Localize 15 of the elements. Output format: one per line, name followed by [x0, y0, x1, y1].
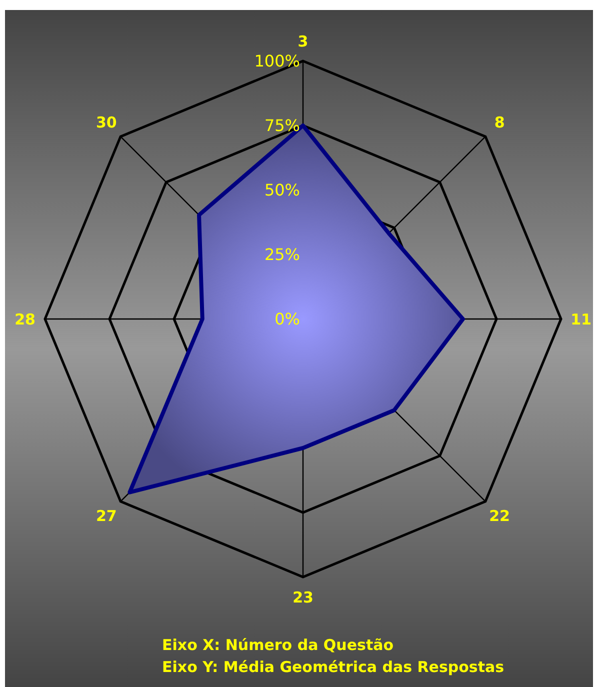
text: Eixo Y: Média Geométrica das Respostas	[162, 658, 504, 676]
y-tick-label: 50%	[264, 180, 300, 200]
spoke-label: 30	[96, 114, 117, 132]
spoke-label: 23	[292, 588, 314, 606]
spoke-label: 11	[570, 310, 592, 328]
spoke-label: 27	[96, 506, 117, 525]
spoke-label: 28	[14, 310, 36, 328]
y-tick-label: 75%	[264, 116, 300, 136]
spoke-label: 22	[489, 506, 510, 525]
spoke-label: 3	[298, 32, 308, 50]
y-tick-label: 0%	[274, 310, 300, 329]
y-tick-label: 25%	[264, 245, 300, 264]
spoke-label: 8	[494, 114, 505, 132]
text: Eixo X: Número da Questão	[162, 636, 394, 654]
y-tick-label: 100%	[254, 52, 300, 71]
